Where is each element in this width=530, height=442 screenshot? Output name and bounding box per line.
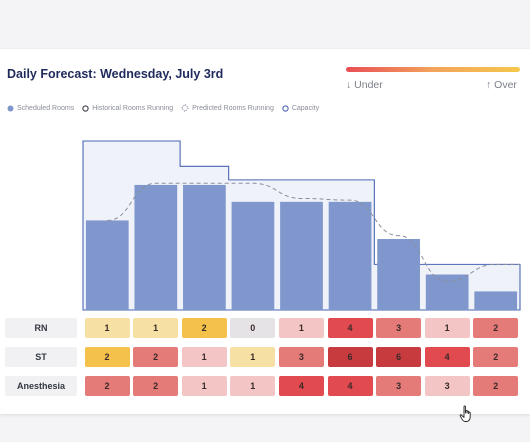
scheduled-bar <box>328 201 372 310</box>
grid-cell[interactable]: 6 <box>327 347 373 367</box>
grid-cell[interactable]: 1 <box>84 318 130 338</box>
scheduled-bar <box>183 184 226 310</box>
row-label-anesthesia: Anesthesia <box>5 376 77 396</box>
grid-cell[interactable]: 1 <box>424 318 470 338</box>
grid-cell[interactable]: 1 <box>133 318 179 338</box>
page-title: Daily Forecast: Wednesday, July 3rd <box>7 67 224 81</box>
scheduled-bar <box>231 201 275 310</box>
row-label-st: ST <box>5 347 77 367</box>
scheduled-bar <box>134 184 178 310</box>
legend-label: Historical Rooms Running <box>92 104 174 112</box>
scheduled-bar <box>85 220 129 310</box>
row-label-rn: RN <box>5 318 77 338</box>
grid-cell[interactable]: 3 <box>424 376 470 396</box>
grid-cell[interactable]: 2 <box>133 376 179 396</box>
grid-cell[interactable]: 2 <box>133 347 179 367</box>
outline-circle-icon <box>282 104 289 112</box>
grid-cell[interactable]: 1 <box>230 376 276 396</box>
grid-cell[interactable]: 2 <box>473 347 519 367</box>
grid-cell[interactable]: 0 <box>230 318 276 338</box>
grid-cell[interactable]: 1 <box>181 376 227 396</box>
predicted-line <box>107 182 520 282</box>
grid-cell[interactable]: 6 <box>376 347 422 367</box>
legend-label: Predicted Rooms Running <box>192 104 274 112</box>
grid-cell[interactable]: 2 <box>181 318 227 338</box>
scheduled-bar <box>280 201 323 310</box>
legend-item-predicted[interactable]: Predicted Rooms Running <box>181 104 274 112</box>
scheduled-bar <box>425 274 469 310</box>
forecast-chart <box>82 140 521 311</box>
under-label: ↓ Under <box>346 79 383 91</box>
grid-cell[interactable]: 2 <box>84 347 130 367</box>
grid-cell[interactable]: 4 <box>424 347 470 367</box>
grid-cell[interactable]: 1 <box>230 347 276 367</box>
over-label: ↑ Over <box>486 79 517 91</box>
grid-cell[interactable]: 3 <box>376 318 422 338</box>
scheduled-bar <box>474 291 518 310</box>
legend-label: Scheduled Rooms <box>17 104 75 112</box>
grid-cell[interactable]: 2 <box>84 376 130 396</box>
grid-cell[interactable]: 1 <box>181 347 227 367</box>
grid-cell[interactable]: 1 <box>278 318 324 338</box>
legend-item-scheduled[interactable]: Scheduled Rooms <box>7 105 74 112</box>
grid-cell[interactable]: 4 <box>327 376 373 396</box>
filled-circle-icon <box>7 105 14 111</box>
grid-cell[interactable]: 4 <box>278 376 324 396</box>
legend-item-historical[interactable]: Historical Rooms Running <box>82 105 173 112</box>
chart-legend: Scheduled Rooms Historical Rooms Running… <box>7 104 327 112</box>
grid-cell[interactable]: 4 <box>327 318 373 338</box>
under-over-scale-bar <box>346 67 520 72</box>
grid-cell[interactable]: 3 <box>278 347 324 367</box>
outline-circle-icon <box>82 104 89 112</box>
scheduled-bar <box>377 239 420 310</box>
hand-cursor-icon <box>459 405 471 422</box>
grid-cell[interactable]: 2 <box>473 376 519 396</box>
legend-item-capacity[interactable]: Capacity <box>282 105 319 112</box>
grid-cell[interactable]: 3 <box>376 376 422 396</box>
grid-cell[interactable]: 2 <box>473 318 519 338</box>
legend-label: Capacity <box>291 104 320 112</box>
dashed-diamond-icon <box>181 104 190 112</box>
